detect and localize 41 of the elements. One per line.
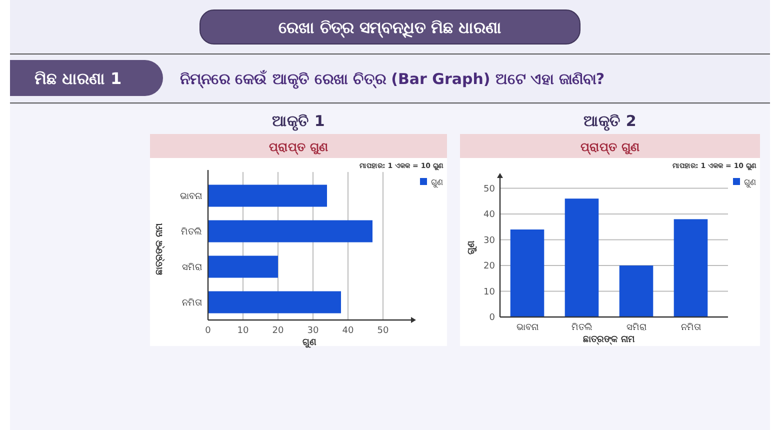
y-tick-label: ନମିତା bbox=[182, 297, 202, 308]
x-tick-label: 20 bbox=[272, 326, 284, 336]
x-tick-label: 50 bbox=[377, 326, 389, 336]
chart-subtitle: ପ୍ରାପ୍ତ ଗୁଣ bbox=[268, 140, 328, 156]
y-tick-label: 10 bbox=[484, 287, 496, 298]
y-tick-label: 40 bbox=[484, 210, 496, 220]
x-tick-label: 30 bbox=[307, 326, 319, 336]
bar bbox=[208, 256, 278, 278]
y-axis-title: ଛାତ୍ରଙ୍କ ନାମ bbox=[154, 222, 165, 276]
y-tick-label: 30 bbox=[484, 236, 496, 246]
bar bbox=[208, 220, 372, 242]
y-tick-label: ସମିରା bbox=[182, 262, 202, 273]
text: ରେଖା ଚିତ୍ର ସମ୍ବନ୍ଧିତ ମିଛ ଧାରଣା bbox=[278, 18, 502, 38]
y-axis-title: ଗୁଣ bbox=[466, 240, 478, 254]
x-tick-label: ମିତଲି bbox=[571, 322, 592, 333]
x-tick-label: ଭାବନା bbox=[516, 323, 538, 333]
text: ନିମ୍ନରେ କେଉଁ ଆକୃତି ରେଖା ଚିତ୍ର (Bar Graph) ଅଟେ ଏହା ଜାଣିବା? bbox=[180, 70, 605, 90]
x-tick-label: ନମିତା bbox=[680, 322, 701, 333]
x-axis-title: ଗୁଣ bbox=[302, 337, 316, 349]
y-tick-label: ମିତଲି bbox=[181, 226, 202, 238]
bar bbox=[208, 184, 327, 207]
chart-title: ଆକୃତି 2 bbox=[584, 112, 636, 132]
x-tick-label: ସମିରା bbox=[626, 322, 646, 333]
chart-subtitle: ପ୍ରାପ୍ତ ଗୁଣ bbox=[580, 140, 640, 156]
legend-label: ଗୁଣ bbox=[744, 178, 756, 188]
text: ମିଛ ଧାରଣା 1 bbox=[34, 69, 122, 88]
y-tick-label: ଭାବନା bbox=[180, 192, 202, 202]
x-tick-label: 40 bbox=[342, 326, 354, 336]
y-tick-label: 50 bbox=[484, 184, 496, 194]
bar bbox=[674, 219, 708, 317]
y-tick-label: 20 bbox=[484, 262, 496, 272]
bar bbox=[208, 291, 341, 314]
bar bbox=[619, 266, 654, 317]
x-tick-label: 10 bbox=[237, 326, 249, 336]
chart-title: ଆକୃତି 1 bbox=[272, 112, 325, 132]
bar bbox=[510, 229, 544, 317]
x-tick-label: 0 bbox=[205, 326, 212, 336]
bar bbox=[564, 198, 599, 317]
y-tick-label: 0 bbox=[489, 313, 496, 323]
x-axis-title: ଛାତ୍ରଙ୍କ ନାମ bbox=[582, 334, 636, 345]
legend-label: ଗୁଣ bbox=[431, 178, 443, 188]
